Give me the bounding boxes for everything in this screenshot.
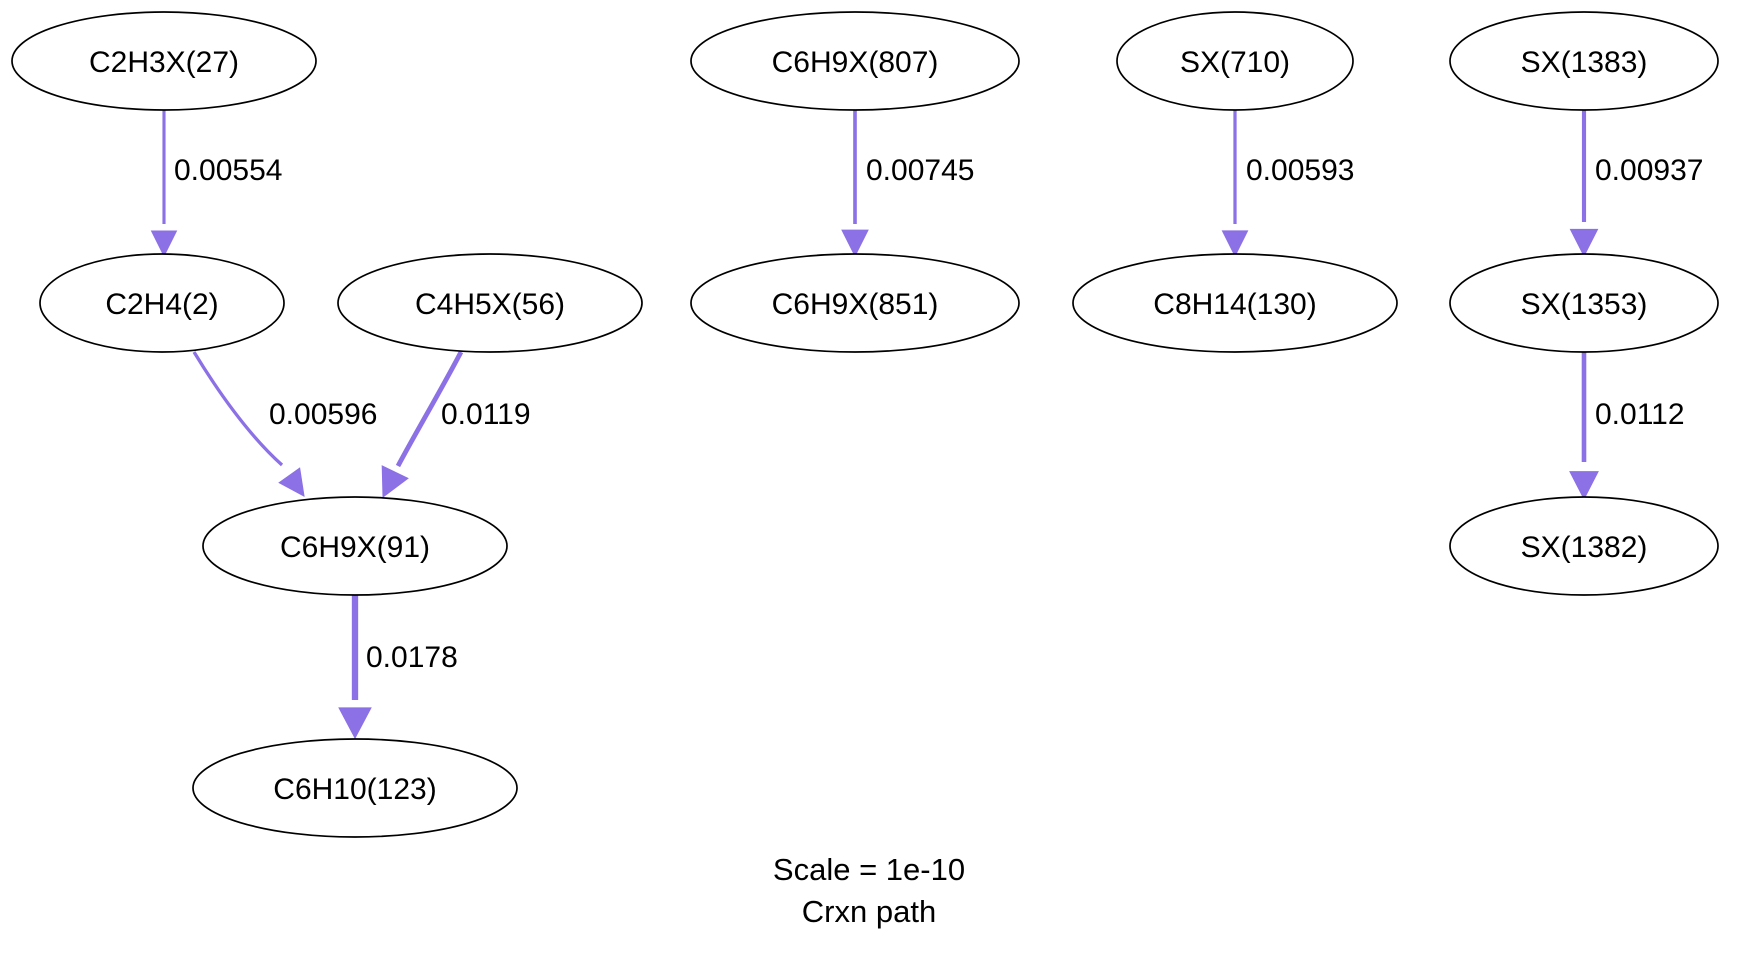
edge-line — [395, 350, 464, 468]
edge-n1383-n1353: 0.00937 — [1569, 110, 1703, 258]
edge-n1353-n1382: 0.0112 — [1569, 352, 1685, 501]
node-n130: C8H14(130) — [1072, 253, 1398, 353]
node-ellipse — [39, 253, 285, 353]
caption-title: Crxn path — [802, 894, 936, 929]
node-label: SX(710) — [1180, 46, 1290, 79]
edge-label: 0.00596 — [269, 398, 377, 431]
edge-arrowhead — [278, 467, 305, 497]
edge-arrowhead — [381, 465, 409, 498]
caption: Scale = 1e-10 Crxn path — [773, 852, 965, 929]
edges-layer: 0.00554 0.00596 0.0119 0.0178 0.00745 0.00593… — [150, 110, 1703, 740]
node-ellipse — [1449, 11, 1719, 111]
caption-scale: Scale = 1e-10 — [773, 852, 965, 887]
node-label: C8H14(130) — [1153, 288, 1316, 321]
edge-arrowhead — [338, 707, 372, 740]
node-n27: C2H3X(27) — [11, 11, 317, 111]
node-label: C4H5X(56) — [415, 288, 565, 321]
node-ellipse — [690, 253, 1020, 353]
node-label: SX(1353) — [1521, 288, 1648, 321]
node-ellipse — [337, 253, 643, 353]
node-label: C2H3X(27) — [89, 46, 239, 79]
edge-n27-n2: 0.00554 — [150, 110, 282, 258]
node-n2: C2H4(2) — [39, 253, 285, 353]
node-n91: C6H9X(91) — [202, 496, 508, 596]
node-ellipse — [690, 11, 1020, 111]
node-n1353: SX(1353) — [1449, 253, 1719, 353]
node-n851: C6H9X(851) — [690, 253, 1020, 353]
node-n1382: SX(1382) — [1449, 496, 1719, 596]
node-label: C6H9X(807) — [772, 46, 939, 79]
edge-label: 0.00937 — [1595, 154, 1703, 187]
nodes-layer: C2H3X(27) C2H4(2) C4H5X(56) C6H9X(91) C6H10(… — [11, 11, 1719, 838]
node-ellipse — [202, 496, 508, 596]
edge-arrowhead — [1221, 230, 1249, 258]
edge-n2-n91: 0.00596 — [192, 351, 377, 497]
node-n1383: SX(1383) — [1449, 11, 1719, 111]
edge-line — [192, 351, 284, 467]
node-label: C6H9X(91) — [280, 531, 430, 564]
node-label: C6H9X(851) — [772, 288, 939, 321]
node-ellipse — [11, 11, 317, 111]
edge-label: 0.0112 — [1595, 398, 1685, 431]
node-ellipse — [1072, 253, 1398, 353]
node-label: C6H10(123) — [273, 773, 436, 806]
edge-label: 0.00554 — [174, 154, 282, 187]
edge-n710-n130: 0.00593 — [1221, 110, 1354, 258]
edge-arrowhead — [1569, 471, 1599, 501]
edge-arrowhead — [841, 229, 869, 258]
edge-arrowhead — [1569, 228, 1599, 258]
edge-label: 0.00593 — [1246, 154, 1354, 187]
node-label: C2H4(2) — [105, 288, 218, 321]
node-n123: C6H10(123) — [192, 738, 518, 838]
node-n807: C6H9X(807) — [690, 11, 1020, 111]
edge-label: 0.0119 — [441, 398, 531, 431]
node-ellipse — [192, 738, 518, 838]
edge-n56-n91: 0.0119 — [381, 350, 531, 498]
edge-label: 0.00745 — [866, 154, 974, 187]
node-label: SX(1382) — [1521, 531, 1648, 564]
node-n56: C4H5X(56) — [337, 253, 643, 353]
edge-n91-n123: 0.0178 — [338, 595, 458, 740]
edge-label: 0.0178 — [366, 641, 458, 674]
node-label: SX(1383) — [1521, 46, 1648, 79]
node-ellipse — [1116, 11, 1354, 111]
node-ellipse — [1449, 253, 1719, 353]
edge-arrowhead — [150, 230, 178, 258]
edge-n807-n851: 0.00745 — [841, 110, 974, 258]
node-n710: SX(710) — [1116, 11, 1354, 111]
node-ellipse — [1449, 496, 1719, 596]
